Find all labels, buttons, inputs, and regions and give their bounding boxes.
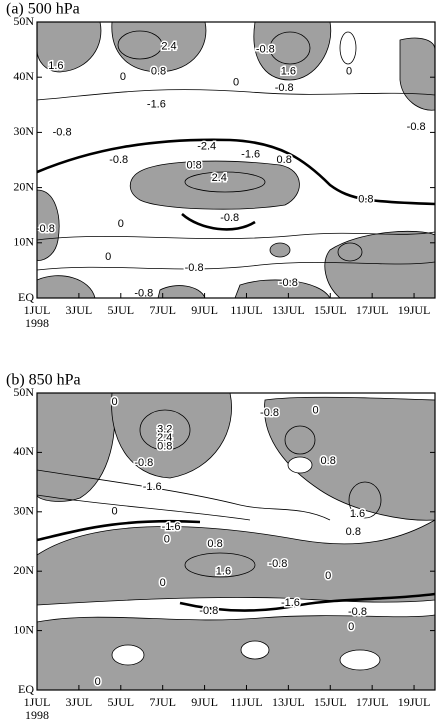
contour-label: -0.8 [36, 223, 55, 235]
y-tick-label: 10N [13, 235, 34, 249]
plot-frame [36, 392, 436, 691]
contour-label: -1.6 [162, 521, 181, 533]
x-tick-label: 5JUL [107, 303, 134, 317]
panel-title: (b) 850 hPa [6, 372, 81, 389]
contour-label: 0 [111, 506, 117, 518]
contour-label: -0.8 [268, 558, 287, 570]
y-tick-label: EQ [18, 290, 34, 304]
contour-label: -0.8 [134, 457, 153, 469]
contour-label: 2.4 [157, 432, 172, 444]
y-tick-label: 20N [13, 563, 34, 577]
x-tick-label: 11JUL [230, 303, 262, 317]
x-tick-label: 9JUL [191, 695, 218, 709]
contour-label: -1.6 [147, 99, 166, 111]
x-tick-label: 15JUL [314, 695, 347, 709]
x-tick-label: 3JUL [66, 303, 93, 317]
x-tick-label: 1JUL [24, 695, 51, 709]
x-tick-label: 13JUL [272, 695, 305, 709]
contour-label: -0.8 [53, 126, 72, 138]
panel-title: (a) 500 hPa [6, 1, 80, 18]
contour-label: 0 [325, 570, 331, 582]
contour-label: 0 [348, 621, 354, 633]
contour-label: 0.8 [321, 455, 336, 467]
contour-label: 0.8 [157, 440, 172, 452]
contour-label: -0.8 [407, 121, 426, 133]
plot-frame [36, 21, 436, 299]
contour-label: 1.6 [216, 566, 231, 578]
x-year-label: 1998 [25, 316, 49, 330]
x-tick-label: 13JUL [272, 303, 305, 317]
contour-label: 2.4 [161, 41, 176, 53]
contour-label: -0.8 [109, 154, 128, 166]
contour-label: 0.8 [207, 538, 222, 550]
x-tick-label: 7JUL [149, 695, 176, 709]
x-tick-label: 9JUL [191, 303, 218, 317]
contour-label: 0.8 [358, 194, 373, 206]
contour-label: 1.6 [350, 508, 365, 520]
contour-field [37, 393, 435, 690]
x-tick-label: 11JUL [230, 695, 262, 709]
y-tick-label: 10N [13, 622, 34, 636]
y-tick-label: 50N [13, 385, 34, 399]
y-tick-label: 30N [13, 124, 34, 138]
contour-label: 2.4 [212, 172, 227, 184]
x-tick-label: 19JUL [398, 303, 431, 317]
contour-label: 0 [95, 676, 101, 688]
y-tick-label: 40N [13, 444, 34, 458]
contour-label: 0 [160, 577, 166, 589]
x-tick-label: 1JUL [24, 303, 51, 317]
y-tick-label: 50N [13, 14, 34, 28]
contour-label: 0 [233, 77, 239, 89]
contour-label: -2.4 [197, 141, 216, 153]
contour-label: -0.8 [256, 44, 275, 56]
x-tick-label: 5JUL [107, 695, 134, 709]
contour-label: 1.6 [281, 66, 296, 78]
y-tick-label: 30N [13, 504, 34, 518]
contour-label: -0.8 [185, 262, 204, 274]
contour-label: 0.8 [346, 526, 361, 538]
contour-label: -0.8 [348, 606, 367, 618]
y-tick-label: 40N [13, 69, 34, 83]
contour-label: -1.6 [241, 148, 260, 160]
contour-label: -0.8 [260, 407, 279, 419]
contour-label: 0 [346, 66, 352, 78]
contour-label: 1.6 [48, 60, 63, 72]
contour-label: 0.8 [151, 66, 166, 78]
contour-label: 3.2 [157, 424, 172, 436]
contour-label: 0 [164, 534, 170, 546]
contour-label: -0.8 [279, 277, 298, 289]
contour-label: 0 [313, 405, 319, 417]
x-tick-label: 17JUL [356, 695, 389, 709]
contour-label: 0 [105, 251, 111, 263]
contour-label: -1.6 [143, 481, 162, 493]
contour-label: -0.8 [134, 287, 153, 299]
x-tick-label: 7JUL [149, 303, 176, 317]
contour-label: 0 [118, 218, 124, 230]
y-tick-label: 20N [13, 179, 34, 193]
contour-label: -0.8 [220, 212, 239, 224]
x-tick-label: 19JUL [398, 695, 431, 709]
contour-label: -0.8 [275, 82, 294, 94]
contour-label: -1.6 [281, 597, 300, 609]
x-tick-label: 3JUL [66, 695, 93, 709]
x-tick-label: 17JUL [356, 303, 389, 317]
contour-label: 0.8 [277, 154, 292, 166]
x-tick-label: 15JUL [314, 303, 347, 317]
contour-field [37, 22, 435, 298]
y-tick-label: EQ [18, 682, 34, 696]
contour-label: 0 [120, 71, 126, 83]
contour-label: 0.8 [186, 159, 201, 171]
x-year-label: 1998 [25, 708, 49, 722]
contour-label: -0.8 [199, 605, 218, 617]
contour-label: 0 [111, 396, 117, 408]
